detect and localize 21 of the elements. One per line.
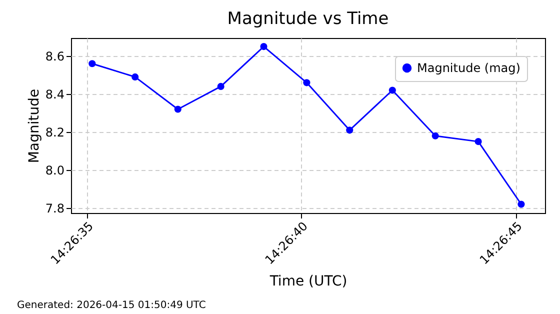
y-tick-label: 8.2	[45, 126, 64, 140]
y-tick-label: 8.6	[45, 50, 64, 64]
point	[518, 200, 525, 208]
point	[217, 82, 224, 90]
point	[174, 106, 182, 113]
point	[474, 138, 482, 146]
y-tick-label: 7.8	[45, 202, 64, 216]
x-axis-title: Time (UTC)	[268, 273, 348, 290]
y-tick-label: 8.0	[45, 164, 64, 178]
point	[132, 73, 139, 80]
point	[346, 126, 354, 134]
point	[388, 86, 396, 94]
chart-title: Magnitude vs Time	[227, 9, 389, 29]
point	[432, 132, 439, 140]
point	[88, 60, 96, 68]
point	[260, 43, 268, 50]
y-axis-title: Magnitude	[26, 88, 42, 164]
text: Generated: 2026-04-15 01:50:49 UTC	[17, 300, 206, 311]
point	[303, 79, 310, 86]
y-tick-label: 8.4	[45, 88, 64, 102]
legend-label: Magnitude (mag)	[417, 61, 520, 75]
